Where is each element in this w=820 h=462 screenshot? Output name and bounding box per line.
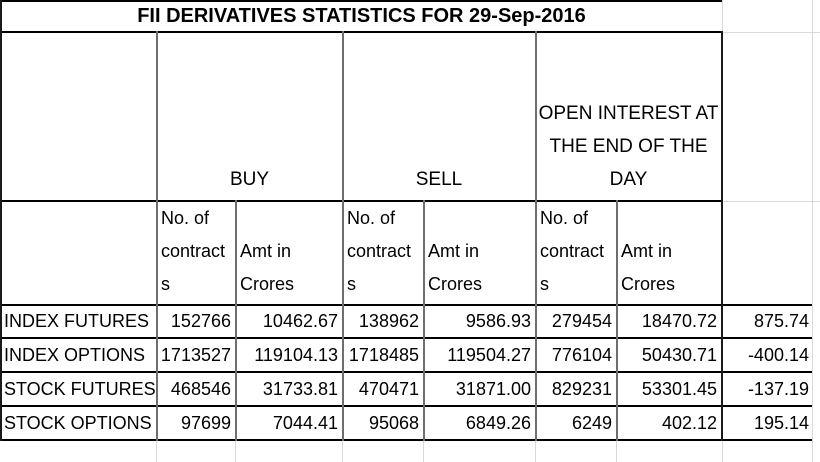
table-border [0, 0, 723, 2]
row-label-stock-options[interactable]: STOCK OPTIONS [4, 412, 152, 433]
subheader-line: Crores [240, 274, 295, 294]
open-interest-line: THE END OF THE [549, 136, 708, 157]
sheet-gridline [722, 441, 723, 462]
cell-sell-amount[interactable]: 9586.93 [465, 311, 531, 331]
subheader-line: Amt in [621, 241, 673, 261]
cell-oi-contracts[interactable]: 829231 [551, 378, 612, 399]
open-interest-line: OPEN INTEREST AT [538, 103, 719, 124]
subheader-line: Crores [428, 274, 483, 294]
subheader-buy-contracts[interactable]: No. of contract s [158, 201, 234, 303]
table-border [0, 0, 2, 441]
sheet-gridline [235, 441, 236, 462]
sheet-gridline [723, 201, 820, 202]
cell-oi-contracts[interactable]: 6249 [571, 412, 612, 433]
row-label-index-futures[interactable]: INDEX FUTURES [4, 311, 150, 331]
subheader-line: No. of [540, 208, 589, 228]
cell-buy-amount[interactable]: 119104.13 [254, 344, 338, 365]
subheader-line: contract [347, 241, 412, 261]
table-border [0, 31, 723, 33]
sheet-gridline [722, 0, 723, 31]
sheet-gridline [342, 441, 343, 462]
subheader-line: contract [540, 241, 605, 261]
subheader-sell-contracts[interactable]: No. of contract s [344, 201, 422, 303]
cell-net-value[interactable]: -400.14 [747, 344, 809, 365]
subheader-oi-contracts[interactable]: No. of contract s [537, 201, 615, 303]
subheader-line: Crores [621, 274, 676, 294]
table-border [0, 439, 813, 441]
sheet-gridline [723, 32, 820, 33]
table-border [0, 304, 813, 306]
cell-sell-contracts[interactable]: 95068 [368, 412, 419, 433]
sheet-gridline [156, 441, 157, 462]
cell-oi-amount[interactable]: 18470.72 [641, 311, 717, 331]
group-header-open-interest[interactable]: OPEN INTEREST AT THE END OF THE DAY [537, 33, 720, 199]
subheader-line: Amt in [428, 241, 480, 261]
cell-buy-contracts[interactable]: 1713527 [160, 344, 231, 365]
cell-oi-amount[interactable]: 53301.45 [641, 378, 717, 399]
cell-sell-contracts[interactable]: 138962 [358, 311, 419, 331]
cell-sell-contracts[interactable]: 1718485 [348, 344, 419, 365]
cell-sell-amount[interactable]: 119504.27 [447, 344, 531, 365]
subheader-oi-amount[interactable]: Amt in Crores [618, 201, 720, 303]
row-label-stock-futures[interactable]: STOCK FUTURES [4, 378, 156, 399]
subheader-sell-amount[interactable]: Amt in Crores [425, 201, 534, 303]
table-border [0, 337, 813, 339]
sheet-title-cell[interactable]: FII DERIVATIVES STATISTICS FOR 29-Sep-20… [137, 4, 586, 27]
cell-sell-contracts[interactable]: 470471 [358, 378, 419, 399]
column-gridline [616, 200, 618, 441]
subheader-line: s [161, 274, 170, 294]
column-gridline [535, 31, 537, 441]
cell-buy-contracts[interactable]: 468546 [170, 378, 231, 399]
cell-oi-amount[interactable]: 50430.71 [641, 344, 717, 365]
cell-oi-amount[interactable]: 402.12 [661, 412, 717, 433]
cell-oi-contracts[interactable]: 279454 [551, 311, 612, 331]
column-gridline [423, 200, 425, 441]
cell-net-value[interactable]: 195.14 [753, 412, 809, 433]
subheader-line: s [347, 274, 356, 294]
table-border [0, 200, 723, 202]
cell-buy-amount[interactable]: 31733.81 [262, 378, 338, 399]
column-gridline [235, 200, 237, 441]
cell-buy-contracts[interactable]: 152766 [170, 311, 231, 331]
subheader-line: s [540, 274, 549, 294]
table-border [0, 371, 813, 373]
subheader-line: No. of [161, 208, 210, 228]
cell-net-value[interactable]: 875.74 [753, 311, 809, 331]
cell-sell-amount[interactable]: 6849.26 [465, 412, 531, 433]
sheet-gridline [616, 441, 617, 462]
subheader-buy-amount[interactable]: Amt in Crores [237, 201, 341, 303]
open-interest-line: DAY [609, 169, 648, 190]
table-border [0, 405, 813, 407]
row-label-index-options[interactable]: INDEX OPTIONS [4, 344, 146, 365]
cell-net-value[interactable]: -137.19 [747, 378, 809, 399]
cell-buy-amount[interactable]: 10462.67 [262, 311, 338, 331]
cell-sell-amount[interactable]: 31871.00 [455, 378, 531, 399]
subheader-line: No. of [347, 208, 396, 228]
column-gridline [156, 31, 158, 441]
cell-buy-contracts[interactable]: 97699 [180, 412, 231, 433]
table-border [721, 31, 723, 441]
sheet-gridline [535, 441, 536, 462]
sheet-gridline [423, 441, 424, 462]
subheader-line: Amt in [240, 241, 292, 261]
cell-buy-amount[interactable]: 7044.41 [272, 412, 338, 433]
column-gridline [342, 31, 344, 441]
group-header-buy[interactable]: BUY [229, 169, 270, 190]
cell-oi-contracts[interactable]: 776104 [551, 344, 612, 365]
sheet-gridline [812, 0, 813, 462]
subheader-line: contract [161, 241, 226, 261]
group-header-sell[interactable]: SELL [415, 169, 463, 190]
